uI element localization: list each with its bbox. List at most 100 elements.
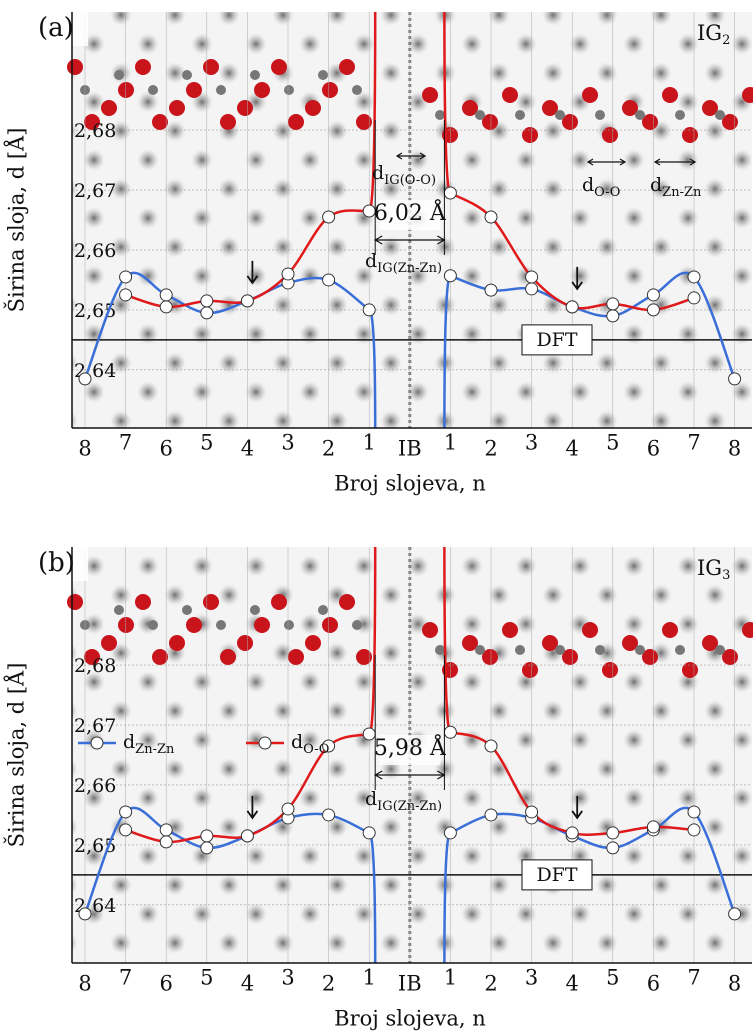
y-tick-label: 2,65 bbox=[74, 835, 116, 857]
atom-o bbox=[562, 114, 578, 130]
y-tick-label: 2,66 bbox=[74, 240, 116, 262]
x-tick-label: 4 bbox=[566, 972, 579, 996]
annotation-main: d bbox=[650, 174, 662, 196]
annotation: dIG(Zn-Zn) bbox=[365, 250, 442, 276]
x-tick-label: 8 bbox=[78, 437, 91, 461]
atom-zn bbox=[635, 645, 645, 655]
atom-o bbox=[339, 59, 355, 75]
corner-label: IG2 bbox=[697, 21, 730, 48]
atom-zn bbox=[318, 70, 328, 80]
data-point bbox=[443, 826, 457, 840]
data-point bbox=[281, 802, 295, 816]
atom-o bbox=[562, 649, 578, 665]
x-tick-label: 7 bbox=[687, 966, 700, 990]
data-point bbox=[606, 297, 620, 311]
atom-o bbox=[502, 87, 518, 103]
annotation-main: d bbox=[582, 174, 594, 196]
atom-o bbox=[254, 617, 270, 633]
annotation-main: d bbox=[372, 162, 384, 184]
x-tick-label: 2 bbox=[484, 972, 497, 996]
data-point bbox=[484, 808, 498, 822]
data-point bbox=[78, 372, 92, 386]
atom-o bbox=[742, 622, 753, 638]
data-point bbox=[362, 826, 376, 840]
atom-o bbox=[356, 649, 372, 665]
atom-o bbox=[622, 635, 638, 651]
atom-zn bbox=[318, 605, 328, 615]
x-tick-label: 2 bbox=[322, 437, 335, 461]
atom-zn bbox=[182, 70, 192, 80]
data-point bbox=[200, 294, 214, 308]
atom-o bbox=[220, 649, 236, 665]
atom-o bbox=[642, 114, 658, 130]
atom-o bbox=[288, 114, 304, 130]
legend-name: d bbox=[291, 731, 303, 753]
atom-o bbox=[462, 635, 478, 651]
x-tick-label: 6 bbox=[160, 437, 173, 461]
corner-label-main: IG bbox=[697, 556, 722, 580]
x-tick-label: 5 bbox=[200, 431, 213, 455]
atom-o bbox=[118, 617, 134, 633]
panel-label: (b) bbox=[38, 548, 75, 578]
atom-o bbox=[169, 635, 185, 651]
atom-o bbox=[118, 82, 134, 98]
atom-o bbox=[702, 635, 718, 651]
atom-zn bbox=[250, 605, 260, 615]
arrow bbox=[571, 266, 583, 291]
corner-label-sub: 3 bbox=[722, 568, 730, 583]
x-tick-label: 7 bbox=[687, 431, 700, 455]
x-tick-label: 3 bbox=[281, 966, 294, 990]
panel-label-box bbox=[32, 10, 88, 46]
annotation-main: d bbox=[365, 788, 377, 810]
atom-zn bbox=[182, 605, 192, 615]
data-point bbox=[119, 270, 133, 284]
atom-zn bbox=[435, 110, 445, 120]
atom-o bbox=[152, 114, 168, 130]
atom-o bbox=[602, 662, 618, 678]
x-tick-label: 8 bbox=[728, 437, 741, 461]
atom-o bbox=[186, 82, 202, 98]
panel-label: (a) bbox=[38, 13, 74, 43]
atom-zn bbox=[675, 110, 685, 120]
atom-o bbox=[67, 594, 83, 610]
x-tick-label: 4 bbox=[241, 437, 254, 461]
x-tick-label: 4 bbox=[566, 437, 579, 461]
atom-o bbox=[482, 649, 498, 665]
annotation-sub: IG(Zn-Zn) bbox=[377, 799, 442, 814]
atom-zn bbox=[352, 85, 362, 95]
x-tick-label: 2 bbox=[322, 972, 335, 996]
atom-o bbox=[186, 617, 202, 633]
atom-o bbox=[271, 59, 287, 75]
data-point bbox=[200, 841, 214, 855]
atom-zn bbox=[515, 110, 525, 120]
data-point bbox=[687, 291, 701, 305]
atom-zn bbox=[284, 85, 294, 95]
atom-o bbox=[422, 87, 438, 103]
atom-o bbox=[522, 127, 538, 143]
y-tick-label: 2,68 bbox=[74, 120, 116, 142]
x-tick-label: 5 bbox=[606, 431, 619, 455]
x-tick-label: IB bbox=[398, 437, 422, 461]
atom-o bbox=[203, 594, 219, 610]
annotation: dZn-Zn bbox=[650, 174, 702, 200]
atom-o bbox=[662, 622, 678, 638]
atom-o bbox=[602, 127, 618, 143]
annotation-sub: Zn-Zn bbox=[662, 185, 702, 200]
y-tick-label: 2,67 bbox=[74, 715, 116, 737]
data-point bbox=[484, 210, 498, 224]
reference-label: DFT bbox=[536, 329, 577, 351]
x-axis-label: Broj slojeva, n bbox=[334, 1007, 486, 1031]
legend-marker bbox=[258, 736, 272, 750]
x-tick-label: 6 bbox=[160, 972, 173, 996]
panel-label-box bbox=[32, 545, 88, 581]
atom-zn bbox=[475, 110, 485, 120]
data-point bbox=[565, 826, 579, 840]
atom-o bbox=[271, 594, 287, 610]
dimension-arrow bbox=[395, 152, 427, 160]
atom-o bbox=[254, 82, 270, 98]
x-tick-label: 8 bbox=[728, 972, 741, 996]
atom-o bbox=[84, 114, 100, 130]
atom-o bbox=[220, 114, 236, 130]
atom-o bbox=[135, 594, 151, 610]
dimension-arrow bbox=[586, 158, 627, 166]
